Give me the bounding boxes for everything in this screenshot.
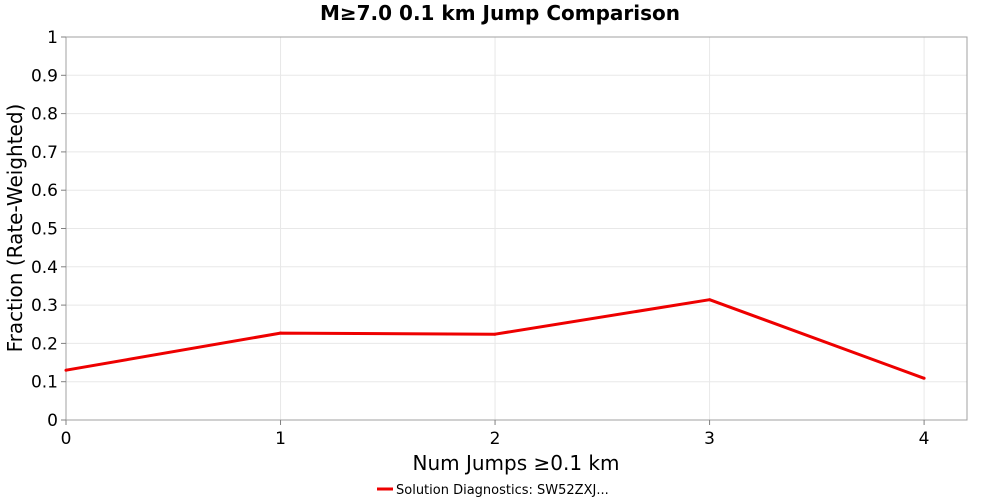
x-tick-label: 2 xyxy=(490,429,501,449)
data-point xyxy=(708,298,712,302)
legend-label: Solution Diagnostics: SW52ZXJ... xyxy=(396,483,609,498)
grid-layer xyxy=(65,36,967,421)
y-tick-label: 0.7 xyxy=(31,143,58,163)
y-axis-label: Fraction (Rate-Weighted) xyxy=(3,104,27,353)
y-axis: 0 0.1 0.2 0.3 0.4 0.5 0.6 0.7 0.8 0.9 1 xyxy=(31,28,66,431)
x-tick-label: 1 xyxy=(275,429,286,449)
y-tick-label: 0.9 xyxy=(31,66,58,86)
x-tick-label: 3 xyxy=(704,429,715,449)
chart-title: M≥7.0 0.1 km Jump Comparison xyxy=(320,1,680,25)
data-point xyxy=(922,376,926,380)
data-point xyxy=(279,331,283,335)
y-tick-label: 0.6 xyxy=(31,181,58,201)
y-tick-label: 1 xyxy=(47,28,58,48)
y-tick-label: 0.8 xyxy=(31,105,58,125)
y-tick-label: 0.2 xyxy=(31,334,58,354)
series-layer xyxy=(64,298,926,380)
x-axis: 0 1 2 3 4 xyxy=(61,420,930,449)
y-tick-label: 0.3 xyxy=(31,296,58,316)
data-point xyxy=(493,332,497,336)
y-tick-label: 0.1 xyxy=(31,373,58,393)
legend: Solution Diagnostics: SW52ZXJ... xyxy=(377,483,609,498)
x-axis-label: Num Jumps ≥0.1 km xyxy=(413,451,620,475)
y-tick-label: 0.5 xyxy=(31,220,58,240)
x-tick-label: 4 xyxy=(919,429,930,449)
x-tick-label: 0 xyxy=(61,429,72,449)
y-tick-label: 0 xyxy=(47,411,58,431)
y-tick-label: 0.4 xyxy=(31,258,58,278)
data-point xyxy=(64,368,68,372)
